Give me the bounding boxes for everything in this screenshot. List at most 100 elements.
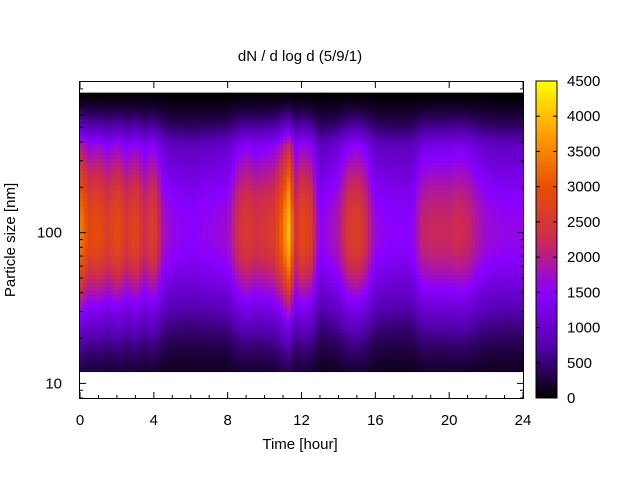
heatmap-cell <box>323 216 328 222</box>
heatmap-cell <box>216 352 221 357</box>
heatmap-cell <box>305 317 310 322</box>
heatmap-cell <box>264 328 269 334</box>
heatmap-cell <box>242 263 247 268</box>
heatmap-cell <box>139 324 144 330</box>
heatmap-cell <box>275 177 280 183</box>
heatmap-cell <box>319 297 325 303</box>
heatmap-cell <box>179 243 184 249</box>
heatmap-cell <box>246 355 251 361</box>
heatmap-cell <box>308 301 314 307</box>
heatmap-cell <box>98 336 103 342</box>
heatmap-cell <box>153 100 159 105</box>
heatmap-cell <box>212 301 218 307</box>
heatmap-cell <box>209 201 214 206</box>
heatmap-cell <box>212 328 218 334</box>
heatmap-cell <box>242 355 247 361</box>
heatmap-cell <box>153 255 159 260</box>
heatmap-cell <box>257 204 262 210</box>
heatmap-cell <box>157 92 162 98</box>
heatmap-cell <box>249 274 255 280</box>
heatmap-cell <box>183 255 188 260</box>
heatmap-cell <box>212 173 218 179</box>
heatmap-cell <box>164 154 170 160</box>
heatmap-cell <box>209 108 214 113</box>
heatmap-cell <box>283 220 288 225</box>
heatmap-cell <box>209 344 214 349</box>
heatmap-cell <box>131 112 136 117</box>
heatmap-cell <box>91 235 96 241</box>
heatmap-cell <box>212 239 218 245</box>
heatmap-cell <box>253 208 258 214</box>
heatmap-cell <box>164 278 170 283</box>
heatmap-cell <box>264 352 269 357</box>
heatmap-cell <box>257 108 262 113</box>
heatmap-cell <box>294 235 299 241</box>
heatmap-cell <box>331 189 336 194</box>
heatmap-cell <box>305 154 310 160</box>
heatmap-cell <box>172 313 177 318</box>
heatmap-cell <box>146 290 151 295</box>
heatmap-cell <box>231 328 236 334</box>
heatmap-cell <box>323 363 328 369</box>
heatmap-cell <box>98 204 103 210</box>
heatmap-cell <box>231 317 236 322</box>
heatmap-cell <box>124 177 129 183</box>
heatmap-cell <box>275 344 280 349</box>
heatmap-cell <box>319 201 325 206</box>
heatmap-cell <box>161 239 166 245</box>
heatmap-cell <box>80 317 85 322</box>
heatmap-cell <box>168 201 173 206</box>
heatmap-cell <box>98 189 103 194</box>
heatmap-cell <box>175 135 181 140</box>
heatmap-cell <box>331 282 336 287</box>
heatmap-cell <box>331 259 336 264</box>
heatmap-cell <box>127 166 133 171</box>
heatmap-cell <box>83 204 88 210</box>
heatmap-cell <box>109 259 114 264</box>
heatmap-cell <box>194 255 199 260</box>
heatmap-cell <box>198 115 203 121</box>
heatmap-cell <box>290 201 295 206</box>
heatmap-cell <box>179 294 184 299</box>
heatmap-cell <box>334 352 340 357</box>
heatmap-cell <box>190 173 196 179</box>
heatmap-cell <box>286 201 292 206</box>
heatmap-cell <box>142 317 148 322</box>
heatmap-cell <box>294 243 299 249</box>
heatmap-cell <box>201 228 207 233</box>
heatmap-cell <box>172 146 177 152</box>
heatmap-cell <box>153 297 159 303</box>
heatmap-cell <box>98 313 103 318</box>
heatmap-cell <box>187 232 192 237</box>
heatmap-cell <box>183 100 188 105</box>
heatmap-cell <box>187 251 192 256</box>
heatmap-cell <box>153 239 159 245</box>
heatmap-cell <box>220 317 225 322</box>
heatmap-cell <box>223 177 229 183</box>
heatmap-cell <box>334 336 340 342</box>
heatmap-cell <box>242 108 247 113</box>
heatmap-cell <box>249 127 255 132</box>
heatmap-cell <box>319 154 325 160</box>
heatmap-cell <box>161 193 166 198</box>
heatmap-cell <box>260 162 266 167</box>
heatmap-cell <box>109 224 114 229</box>
heatmap-cell <box>301 367 306 373</box>
heatmap-cell <box>283 123 288 129</box>
heatmap-cell <box>168 239 173 245</box>
heatmap-cell <box>98 321 103 326</box>
heatmap-cell <box>268 154 273 160</box>
heatmap-cell <box>164 119 170 125</box>
heatmap-cell <box>220 123 225 129</box>
heatmap-cell <box>94 189 100 194</box>
heatmap-cell <box>305 150 310 156</box>
heatmap-cell <box>286 216 292 222</box>
heatmap-cell <box>172 185 177 191</box>
heatmap-cell <box>102 263 107 268</box>
heatmap-cell <box>83 139 88 144</box>
heatmap-cell <box>242 239 247 245</box>
heatmap-cell <box>120 224 125 229</box>
heatmap-cell <box>319 177 325 183</box>
heatmap-cell <box>198 321 203 326</box>
heatmap-cell <box>231 123 236 129</box>
